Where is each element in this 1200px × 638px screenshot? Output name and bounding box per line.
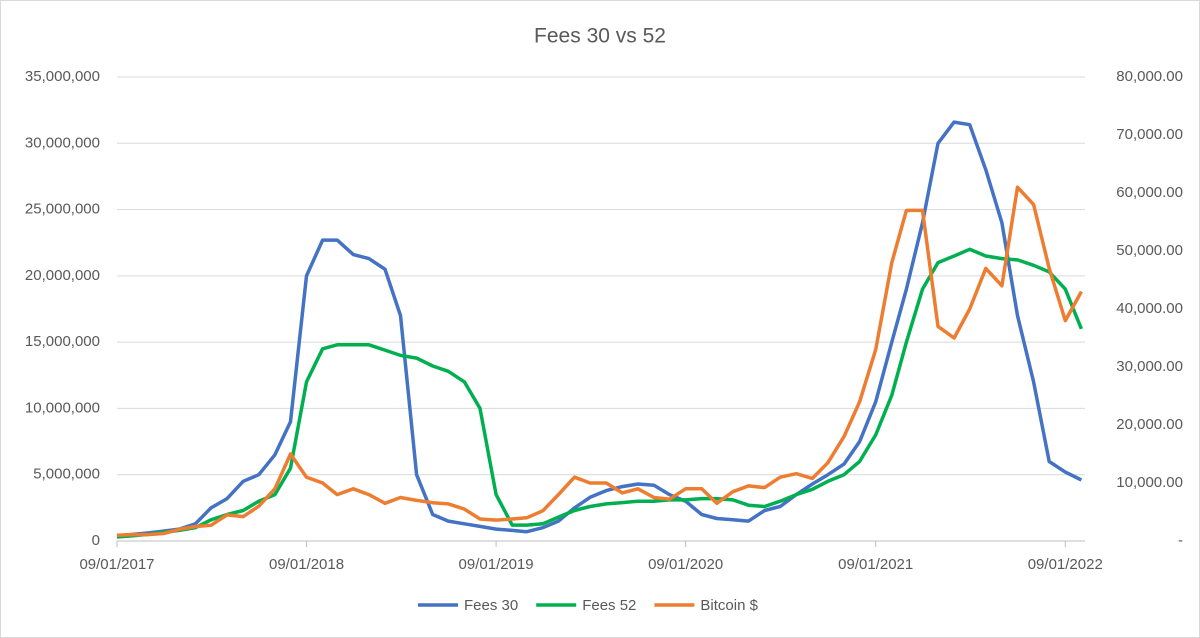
y2-tick-label: 30,000.00 (1116, 358, 1183, 375)
x-tick-label: 09/01/2021 (838, 556, 913, 573)
y2-tick-label: 40,000.00 (1116, 300, 1183, 317)
x-tick-label: 09/01/2018 (269, 556, 344, 573)
series-line (116, 247, 1084, 539)
series-line (116, 185, 1083, 537)
legend-label: Fees 52 (582, 597, 636, 614)
y-tick-label: 35,000,000 (25, 68, 100, 85)
y2-tick-label: 10,000.00 (1116, 474, 1183, 491)
y2-tick-label: 20,000.00 (1116, 416, 1183, 433)
y2-tick-label: - (1178, 532, 1183, 549)
chart-title: Fees 30 vs 52 (534, 25, 666, 48)
x-tick-label: 09/01/2020 (648, 556, 723, 573)
x-tick-label: 09/01/2022 (1028, 556, 1103, 573)
x-tick-label: 09/01/2017 (79, 556, 154, 573)
y-tick-label: 15,000,000 (25, 333, 100, 350)
y-tick-label: 0 (92, 532, 100, 549)
y-tick-label: 10,000,000 (25, 399, 100, 416)
y-tick-label: 20,000,000 (25, 267, 100, 284)
y2-tick-label: 70,000.00 (1116, 126, 1183, 143)
y2-tick-label: 60,000.00 (1116, 184, 1183, 201)
y2-tick-label: 50,000.00 (1116, 242, 1183, 259)
series-line (116, 120, 1083, 538)
y-tick-label: 5,000,000 (33, 466, 100, 483)
legend-label: Bitcoin $ (700, 597, 758, 614)
x-tick-label: 09/01/2019 (459, 556, 534, 573)
y2-tick-label: 80,000.00 (1116, 68, 1183, 85)
y-tick-label: 25,000,000 (25, 201, 100, 218)
legend-label: Fees 30 (464, 597, 518, 614)
y-tick-label: 30,000,000 (25, 134, 100, 151)
